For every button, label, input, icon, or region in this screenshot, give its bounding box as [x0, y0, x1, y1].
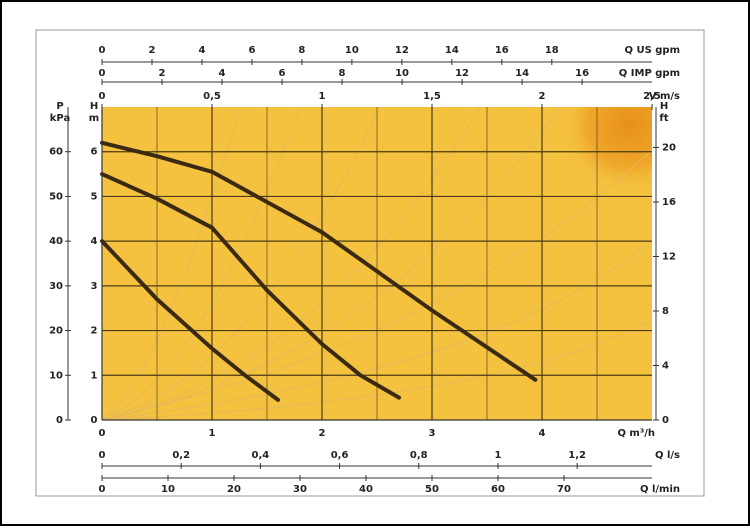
tick-label: 12 — [455, 68, 469, 79]
tick-label: 8 — [662, 306, 669, 317]
sun — [560, 107, 652, 195]
half-grid — [156, 107, 598, 420]
tick-label: 10 — [395, 68, 409, 79]
tick-label: 70 — [557, 484, 571, 495]
tick-label: 8 — [298, 45, 305, 56]
tick-label: 20 — [49, 326, 63, 337]
tick-label: 16 — [575, 68, 589, 79]
tick-label: 0 — [662, 415, 669, 426]
pump-curve — [100, 172, 401, 400]
tick-label: 20 — [662, 142, 676, 153]
tick-label: 0 — [99, 484, 106, 495]
tick-label: 0,5 — [203, 91, 221, 102]
tick-label: 2,5 — [643, 91, 661, 102]
y-axis-unit: m — [89, 113, 99, 124]
y-tick-label: 5 — [91, 191, 98, 202]
tick-label: 10 — [161, 484, 175, 495]
tick-label: 2 — [539, 91, 546, 102]
y-tick-label: 4 — [91, 236, 98, 247]
tick-label: 1,2 — [568, 450, 586, 461]
tick-label: 0,6 — [331, 450, 349, 461]
x-tick-label: 0 — [99, 428, 106, 439]
axis-label: V m/s — [649, 91, 680, 102]
x-tick-label: 1 — [209, 428, 216, 439]
axis-label: Q l/s — [655, 450, 680, 461]
y-tick-label: 0 — [91, 415, 98, 426]
tick-label: 4 — [219, 68, 226, 79]
tick-label: 2 — [159, 68, 166, 79]
tick-label: 0 — [99, 91, 106, 102]
axis-label: H — [660, 101, 668, 112]
tick-label: 6 — [279, 68, 286, 79]
tick-label: 40 — [359, 484, 373, 495]
axis-label: Q l/min — [640, 484, 680, 495]
tick-label: 12 — [662, 251, 676, 262]
pump-curve — [100, 140, 538, 382]
decoration — [102, 107, 652, 420]
pump-curve — [100, 239, 280, 402]
tick-label: 4 — [662, 360, 669, 371]
axis-label: Q US gpm — [624, 45, 680, 56]
axis-label: Q IMP gpm — [619, 68, 680, 79]
tick-label: 2 — [148, 45, 155, 56]
y-axis-label: H — [90, 101, 98, 112]
tick-label: 1 — [319, 91, 326, 102]
tick-label: 1,5 — [423, 91, 441, 102]
tick-label: 14 — [515, 68, 529, 79]
axis-label: P — [56, 101, 63, 112]
tick-label: 14 — [445, 45, 459, 56]
y-tick-label: 2 — [91, 326, 98, 337]
x-tick-label: 2 — [319, 428, 326, 439]
tick-label: 0 — [99, 68, 106, 79]
tick-label: 0 — [99, 450, 106, 461]
tick-label: 50 — [49, 191, 63, 202]
x-tick-label: 4 — [539, 428, 546, 439]
x-tick-label: 3 — [429, 428, 436, 439]
x-axis-label: Q m³/h — [617, 428, 655, 439]
tick-label: 60 — [491, 484, 505, 495]
tick-label: 18 — [545, 45, 559, 56]
tick-label: 4 — [198, 45, 205, 56]
y-tick-label: 1 — [91, 370, 98, 381]
system-curves — [102, 107, 652, 420]
tick-label: 12 — [395, 45, 409, 56]
tick-label: 30 — [49, 281, 63, 292]
y-tick-label: 6 — [91, 147, 98, 158]
tick-label: 6 — [248, 45, 255, 56]
tick-label: 30 — [293, 484, 307, 495]
tick-label: 1 — [494, 450, 501, 461]
tick-label: 20 — [227, 484, 241, 495]
tick-label: 0 — [56, 415, 63, 426]
curves — [100, 140, 538, 402]
tick-label: 16 — [495, 45, 509, 56]
tick-label: 0,8 — [410, 450, 428, 461]
tick-label: 0,4 — [252, 450, 270, 461]
tick-label: 0 — [99, 45, 106, 56]
panel — [35, 29, 705, 497]
tick-label: 60 — [49, 147, 63, 158]
tick-label: 50 — [425, 484, 439, 495]
axis-unit: kPa — [50, 113, 70, 124]
tick-label: 0,2 — [172, 450, 190, 461]
tick-label: 8 — [339, 68, 346, 79]
tick-label: 10 — [345, 45, 359, 56]
y-tick-label: 3 — [91, 281, 98, 292]
tick-label: 40 — [49, 236, 63, 247]
axis-unit: ft — [659, 113, 668, 124]
tick-label: 16 — [662, 197, 676, 208]
tick-label: 10 — [49, 370, 63, 381]
